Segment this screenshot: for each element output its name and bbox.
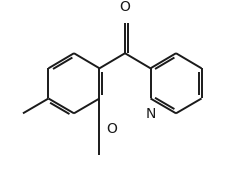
Text: N: N <box>145 107 156 121</box>
Text: O: O <box>120 0 130 14</box>
Text: O: O <box>106 122 117 136</box>
